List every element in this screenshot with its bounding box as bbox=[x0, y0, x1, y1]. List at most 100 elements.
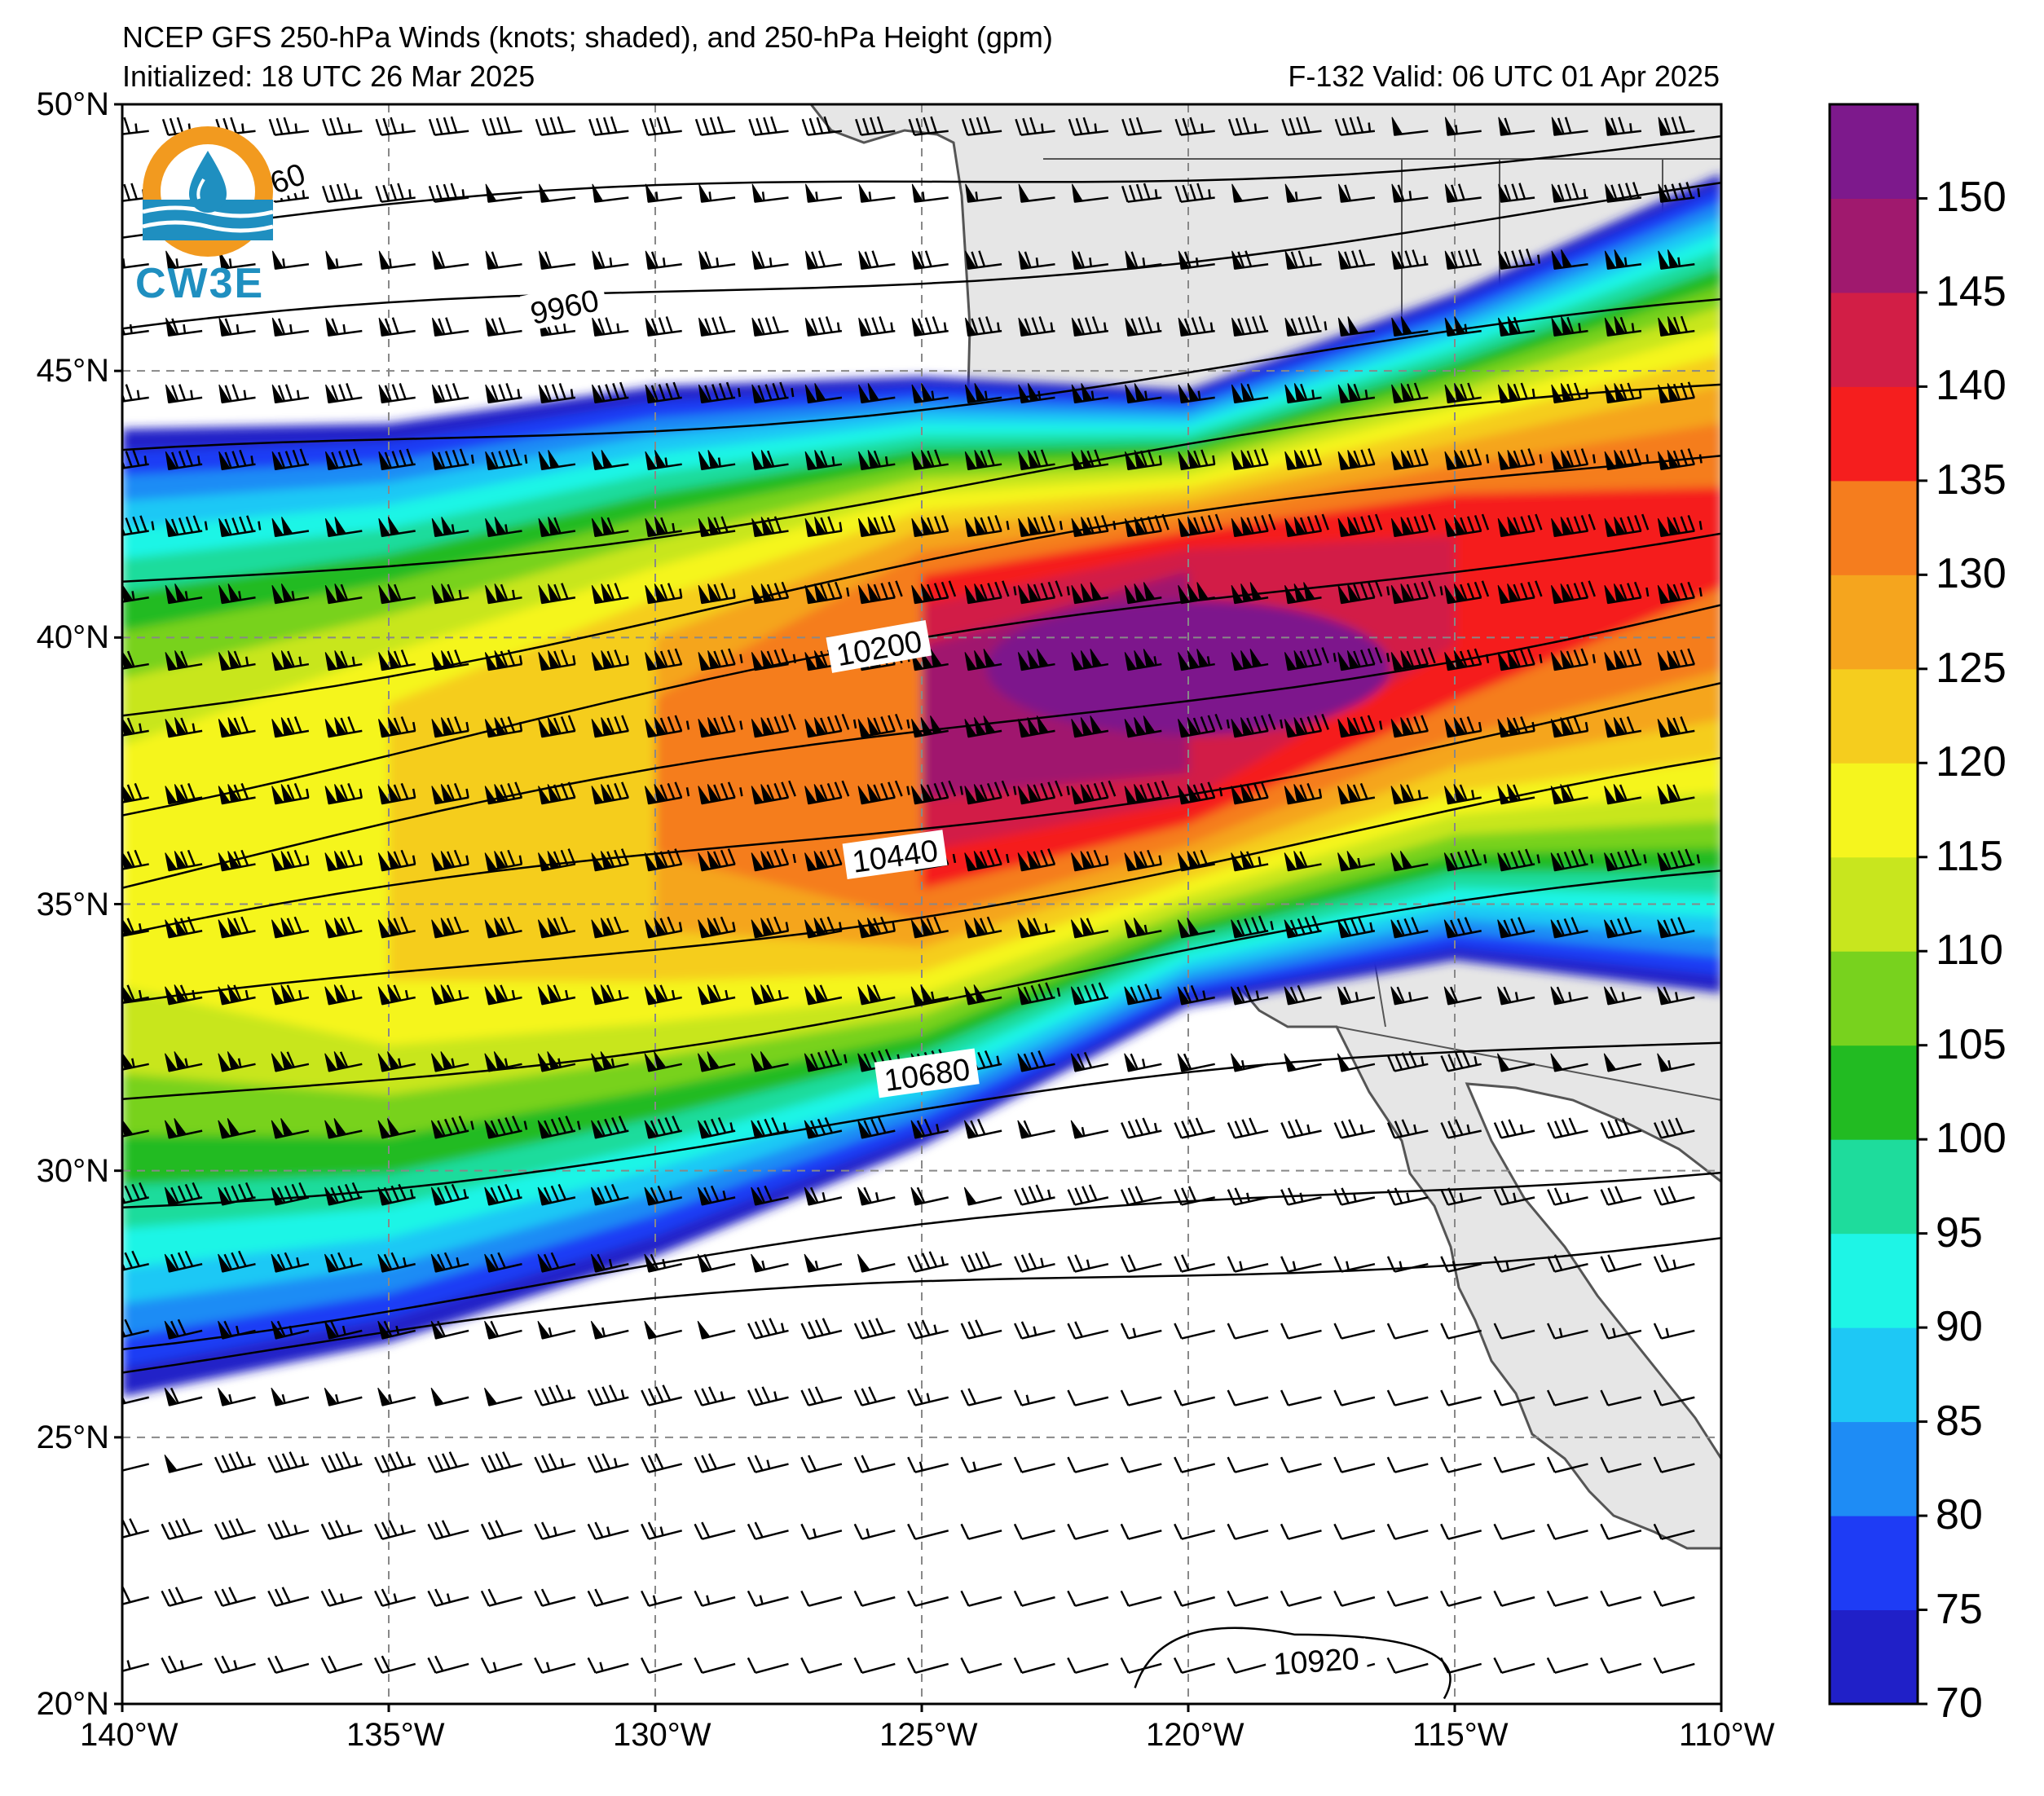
barb-flag bbox=[431, 451, 444, 470]
colorbar-tick-label: 80 bbox=[1936, 1491, 1983, 1539]
wind-barb bbox=[537, 1320, 576, 1340]
barb-full bbox=[553, 517, 562, 534]
barb-full bbox=[862, 117, 870, 134]
barb-full bbox=[1297, 250, 1306, 267]
barb-staff bbox=[1341, 1530, 1376, 1540]
wind-barb bbox=[271, 849, 310, 872]
barb-full bbox=[1503, 919, 1512, 936]
barb-flag bbox=[1178, 652, 1190, 671]
wind-barb bbox=[218, 650, 256, 671]
barb-staff bbox=[122, 1196, 149, 1204]
barb-flag bbox=[698, 986, 711, 1005]
barb-full bbox=[1001, 780, 1010, 797]
barb-staff bbox=[1128, 1662, 1162, 1674]
barb-flag bbox=[1507, 383, 1519, 402]
barb-full bbox=[1566, 316, 1575, 334]
barb-half bbox=[1318, 788, 1323, 798]
barb-half bbox=[1539, 654, 1543, 663]
wind-barb bbox=[644, 984, 682, 1006]
barb-full bbox=[512, 1116, 521, 1132]
barb-half bbox=[1486, 454, 1490, 464]
barb-full bbox=[824, 1116, 834, 1134]
barb-half bbox=[1195, 257, 1199, 267]
barb-flag bbox=[1231, 183, 1244, 203]
barb-flag bbox=[804, 786, 817, 804]
wind-barb bbox=[1386, 1119, 1429, 1139]
wind-barb bbox=[218, 1118, 256, 1139]
barb-full bbox=[491, 251, 499, 268]
barb-flag bbox=[1071, 719, 1084, 737]
barb-half bbox=[761, 191, 765, 201]
barb-full bbox=[178, 384, 187, 401]
barb-full bbox=[769, 1318, 778, 1334]
barb-full bbox=[1084, 317, 1092, 334]
barb-full bbox=[614, 782, 623, 799]
barb-full bbox=[1040, 782, 1049, 799]
wind-barb bbox=[1067, 1590, 1109, 1607]
barb-full bbox=[1343, 919, 1352, 936]
barb-full bbox=[933, 583, 942, 600]
contour-labels: 9960996010200104401068010920 bbox=[225, 152, 1368, 1682]
barb-flag bbox=[280, 717, 293, 736]
barb-full bbox=[1086, 517, 1095, 534]
barb-full bbox=[767, 450, 775, 467]
wind-barb bbox=[1227, 1456, 1269, 1473]
barb-flag bbox=[921, 383, 933, 402]
barb-full bbox=[507, 716, 516, 733]
barb-full bbox=[980, 583, 988, 601]
barb-full bbox=[328, 1655, 337, 1672]
barb-half bbox=[1413, 1124, 1417, 1134]
barb-flag bbox=[654, 984, 667, 1003]
wind-barb bbox=[1120, 1117, 1162, 1139]
wind-barb bbox=[591, 916, 629, 939]
barb-full bbox=[346, 382, 354, 400]
wind-barb bbox=[1177, 781, 1223, 805]
wind-barb bbox=[858, 316, 896, 337]
barb-flag bbox=[1550, 919, 1563, 938]
barb-full bbox=[610, 1183, 620, 1200]
barb-half bbox=[1255, 990, 1260, 1000]
barb-staff bbox=[1554, 1662, 1588, 1674]
barb-flag bbox=[325, 451, 337, 470]
barb-full bbox=[549, 117, 557, 134]
barb-full bbox=[374, 1456, 384, 1473]
wind-barb bbox=[908, 116, 949, 136]
barb-full bbox=[1090, 984, 1099, 1000]
barb-full bbox=[567, 715, 576, 732]
barb-full bbox=[346, 916, 356, 933]
barb-full bbox=[1161, 780, 1170, 797]
barb-half bbox=[296, 1257, 301, 1267]
barb-full bbox=[1653, 1189, 1663, 1205]
barb-full bbox=[482, 118, 489, 136]
barb-full bbox=[1120, 1523, 1130, 1540]
barb-full bbox=[1394, 1054, 1403, 1071]
barb-full bbox=[704, 385, 712, 402]
barb-flag bbox=[1080, 784, 1093, 803]
wind-barb bbox=[592, 450, 629, 471]
barb-full bbox=[987, 449, 995, 466]
wind-barb bbox=[1653, 1323, 1695, 1340]
barb-full bbox=[933, 916, 942, 933]
barb-full bbox=[1047, 581, 1056, 598]
barb-half bbox=[354, 1456, 359, 1466]
barb-staff bbox=[1021, 1329, 1055, 1340]
barb-full bbox=[1566, 450, 1575, 467]
barb-full bbox=[1120, 1256, 1130, 1273]
barb-flag bbox=[1196, 649, 1209, 667]
wind-barb bbox=[751, 713, 796, 738]
barb-full bbox=[179, 918, 188, 935]
wind-barb bbox=[592, 250, 629, 270]
barb-full bbox=[888, 581, 896, 598]
wind-barb bbox=[1440, 1119, 1482, 1139]
barb-full bbox=[594, 1455, 604, 1472]
wind-barb bbox=[800, 1590, 843, 1607]
barb-full bbox=[1520, 649, 1528, 667]
wind-barb bbox=[1071, 449, 1109, 471]
barb-full bbox=[1460, 383, 1468, 400]
barb-full bbox=[1246, 717, 1254, 734]
barb-full bbox=[505, 449, 513, 466]
barb-flag bbox=[1560, 383, 1573, 402]
barb-staff bbox=[1021, 1262, 1055, 1273]
barb-flag bbox=[1507, 316, 1519, 335]
barb-full bbox=[763, 117, 770, 134]
